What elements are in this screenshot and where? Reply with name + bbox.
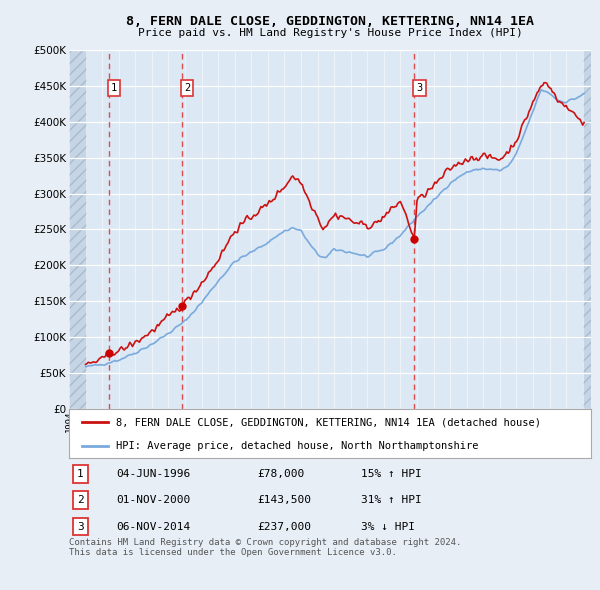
Text: 8, FERN DALE CLOSE, GEDDINGTON, KETTERING, NN14 1EA: 8, FERN DALE CLOSE, GEDDINGTON, KETTERIN… — [126, 15, 534, 28]
Text: 2: 2 — [77, 495, 84, 505]
Text: £78,000: £78,000 — [257, 469, 304, 479]
Text: £143,500: £143,500 — [257, 495, 311, 505]
Text: 15% ↑ HPI: 15% ↑ HPI — [361, 469, 422, 479]
Text: Contains HM Land Registry data © Crown copyright and database right 2024.
This d: Contains HM Land Registry data © Crown c… — [69, 537, 461, 557]
Text: 06-NOV-2014: 06-NOV-2014 — [116, 522, 190, 532]
Text: 01-NOV-2000: 01-NOV-2000 — [116, 495, 190, 505]
Text: 1: 1 — [77, 469, 84, 479]
Text: HPI: Average price, detached house, North Northamptonshire: HPI: Average price, detached house, Nort… — [116, 441, 478, 451]
Bar — [69, 50, 87, 409]
Text: 8, FERN DALE CLOSE, GEDDINGTON, KETTERING, NN14 1EA (detached house): 8, FERN DALE CLOSE, GEDDINGTON, KETTERIN… — [116, 417, 541, 427]
Text: 1: 1 — [111, 83, 118, 93]
Text: 3: 3 — [77, 522, 84, 532]
Text: 3: 3 — [416, 83, 422, 93]
Text: Price paid vs. HM Land Registry's House Price Index (HPI): Price paid vs. HM Land Registry's House … — [137, 28, 523, 38]
Text: 04-JUN-1996: 04-JUN-1996 — [116, 469, 190, 479]
Text: 31% ↑ HPI: 31% ↑ HPI — [361, 495, 422, 505]
Text: 3% ↓ HPI: 3% ↓ HPI — [361, 522, 415, 532]
Text: 2: 2 — [184, 83, 190, 93]
Text: £237,000: £237,000 — [257, 522, 311, 532]
Bar — [583, 50, 591, 409]
